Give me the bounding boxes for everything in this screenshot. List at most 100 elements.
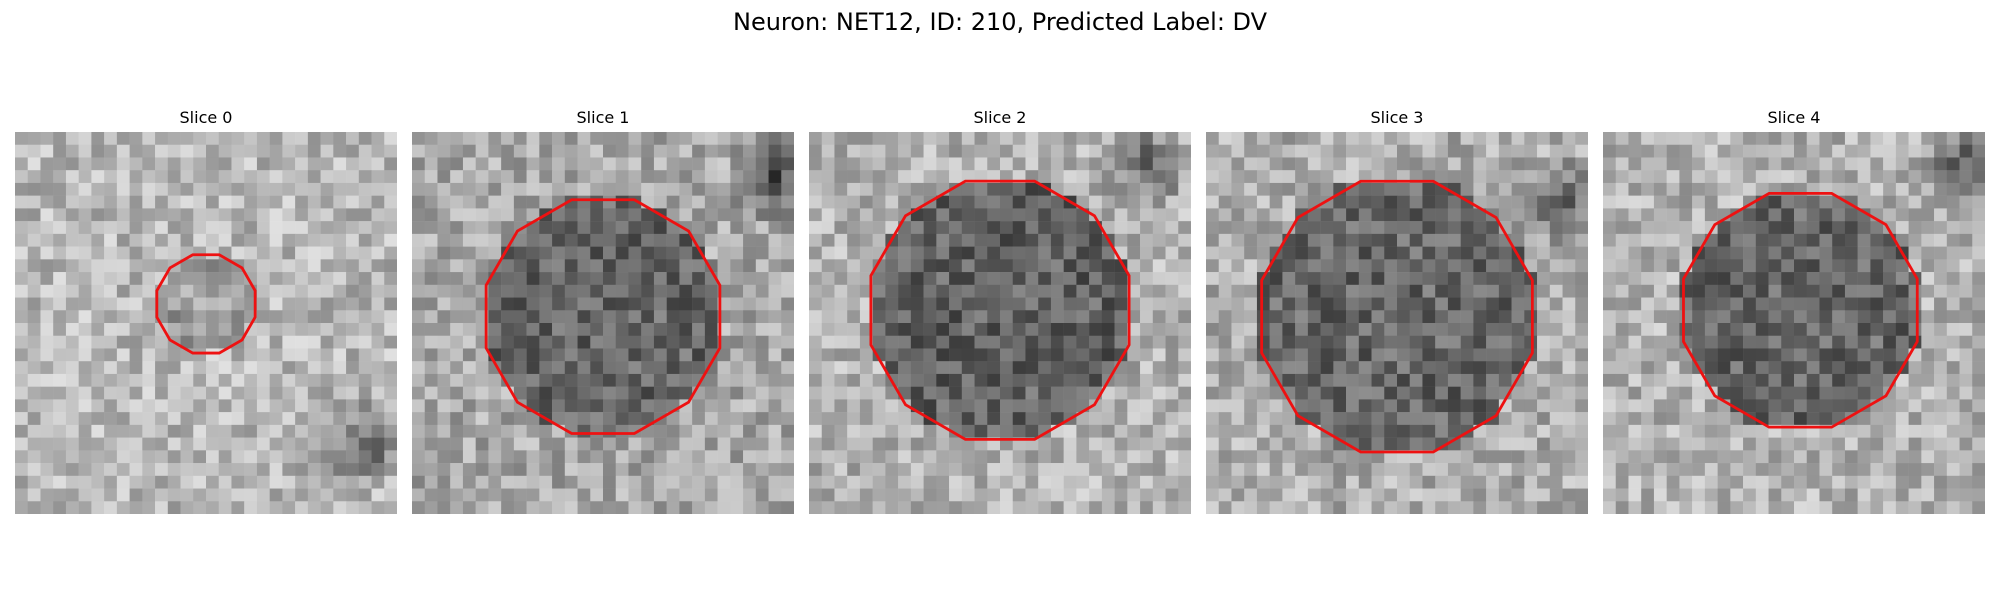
image-pixel [1153, 348, 1166, 361]
image-pixel [1461, 399, 1474, 412]
image-pixel [860, 361, 873, 374]
image-pixel [359, 208, 372, 221]
image-pixel [1013, 412, 1026, 425]
image-pixel [308, 196, 321, 209]
image-pixel [1025, 387, 1038, 400]
image-pixel [679, 463, 692, 476]
image-pixel [1563, 348, 1576, 361]
image-pixel [463, 463, 476, 476]
image-pixel [654, 170, 667, 183]
image-pixel [1947, 183, 1960, 196]
image-pixel [181, 157, 194, 170]
image-pixel [756, 234, 769, 247]
image-pixel [295, 476, 308, 489]
image-pixel [79, 438, 92, 451]
image-pixel [578, 234, 591, 247]
image-pixel [1845, 361, 1858, 374]
image-pixel [257, 399, 270, 412]
image-pixel [873, 285, 886, 298]
image-pixel [1231, 170, 1244, 183]
image-pixel [679, 196, 692, 209]
image-pixel [193, 374, 206, 387]
image-pixel [1178, 196, 1191, 209]
image-pixel [834, 425, 847, 438]
image-pixel [885, 450, 898, 463]
image-pixel [911, 170, 924, 183]
image-pixel [1819, 145, 1832, 158]
image-pixel [1102, 476, 1115, 489]
image-pixel [1000, 336, 1013, 349]
image-pixel [1972, 361, 1985, 374]
image-pixel [1473, 247, 1486, 260]
image-pixel [1064, 425, 1077, 438]
image-pixel [628, 272, 641, 285]
image-pixel [142, 196, 155, 209]
image-pixel [270, 489, 283, 502]
image-pixel [501, 170, 514, 183]
image-pixel [1115, 145, 1128, 158]
image-pixel [809, 489, 822, 502]
image-pixel [450, 298, 463, 311]
image-pixel [616, 463, 629, 476]
image-pixel [1270, 489, 1283, 502]
image-pixel [79, 132, 92, 145]
image-pixel [66, 170, 79, 183]
image-pixel [1435, 221, 1448, 234]
image-pixel [384, 323, 397, 336]
image-pixel [1435, 196, 1448, 209]
image-pixel [1025, 259, 1038, 272]
image-pixel [565, 221, 578, 234]
image-pixel [1563, 501, 1576, 514]
image-pixel [809, 501, 822, 514]
image-pixel [1397, 374, 1410, 387]
image-pixel [809, 476, 822, 489]
image-pixel [730, 387, 743, 400]
image-pixel [1550, 310, 1563, 323]
image-pixel [1435, 323, 1448, 336]
image-pixel [295, 183, 308, 196]
image-pixel [1550, 170, 1563, 183]
image-pixel [654, 157, 667, 170]
image-pixel [1333, 463, 1346, 476]
image-pixel [1550, 399, 1563, 412]
image-pixel [1127, 145, 1140, 158]
image-pixel [1410, 310, 1423, 323]
image-pixel [206, 425, 219, 438]
image-pixel [1076, 145, 1089, 158]
image-pixel [40, 298, 53, 311]
image-pixel [321, 145, 334, 158]
image-pixel [756, 196, 769, 209]
image-pixel [1512, 272, 1525, 285]
image-pixel [1295, 438, 1308, 451]
image-pixel [15, 387, 28, 400]
image-pixel [1000, 183, 1013, 196]
image-pixel [1679, 374, 1692, 387]
image-pixel [1102, 323, 1115, 336]
image-pixel [168, 298, 181, 311]
image-pixel [1231, 450, 1244, 463]
image-pixel [1705, 247, 1718, 260]
image-pixel [463, 247, 476, 260]
image-pixel [692, 298, 705, 311]
image-pixel [809, 387, 822, 400]
image-pixel [667, 425, 680, 438]
image-pixel [860, 399, 873, 412]
image-pixel [1397, 157, 1410, 170]
image-pixel [79, 285, 92, 298]
image-pixel [1807, 170, 1820, 183]
image-pixel [1473, 387, 1486, 400]
image-pixel [1308, 374, 1321, 387]
image-pixel [1295, 374, 1308, 387]
image-pixel [616, 425, 629, 438]
image-pixel [1025, 336, 1038, 349]
image-pixel [1206, 387, 1219, 400]
image-pixel [1435, 374, 1448, 387]
image-pixel [1563, 234, 1576, 247]
image-pixel [1616, 336, 1629, 349]
image-pixel [384, 336, 397, 349]
image-pixel [1089, 170, 1102, 183]
image-pixel [552, 387, 565, 400]
image-pixel [295, 425, 308, 438]
image-pixel [1921, 361, 1934, 374]
image-pixel [769, 412, 782, 425]
